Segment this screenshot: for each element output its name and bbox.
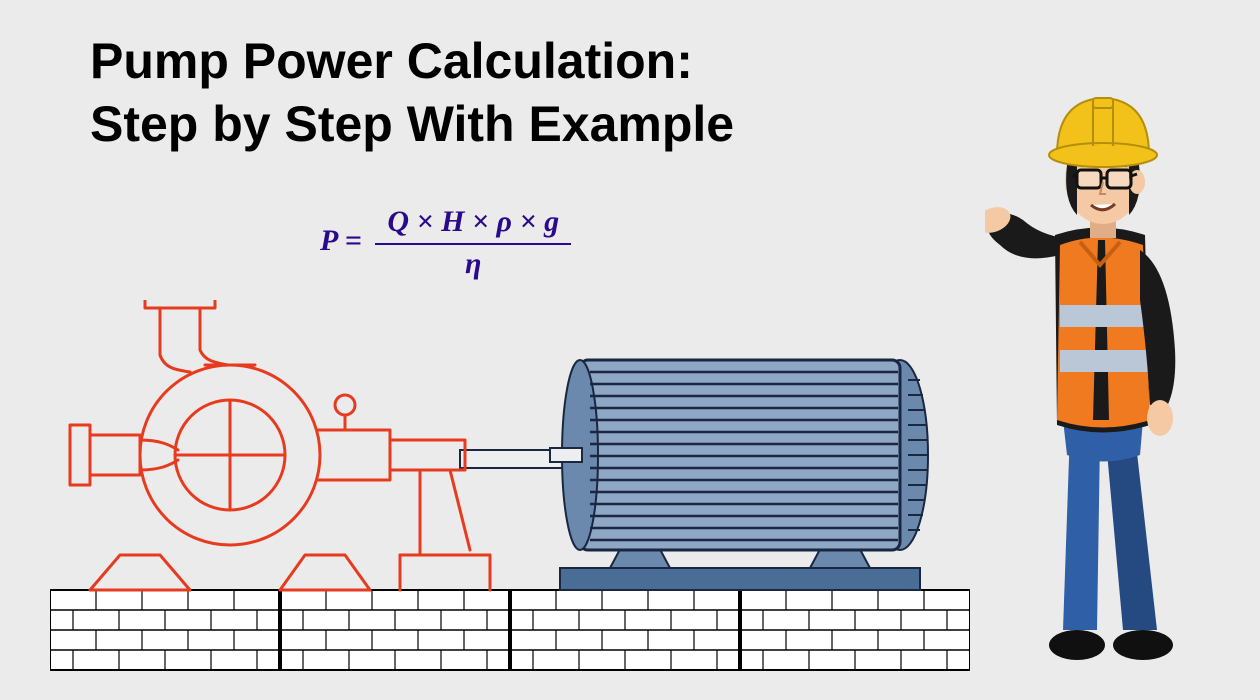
power-formula: P = Q × H × ρ × g η xyxy=(320,205,571,281)
formula-denominator: η xyxy=(375,245,571,281)
electric-motor xyxy=(550,360,928,590)
centrifugal-pump xyxy=(70,300,490,590)
formula-fraction: Q × H × ρ × g η xyxy=(375,205,571,281)
engineer-character xyxy=(985,70,1210,680)
formula-eq: = xyxy=(345,224,370,257)
formula-numerator: Q × H × ρ × g xyxy=(375,205,571,245)
title-line-1: Pump Power Calculation: xyxy=(90,30,734,93)
engineer-vest xyxy=(1057,238,1150,428)
title-line-2: Step by Step With Example xyxy=(90,93,734,156)
engineer-left-arm xyxy=(985,203,1065,259)
engineer-legs xyxy=(1049,413,1173,661)
page-title: Pump Power Calculation: Step by Step Wit… xyxy=(90,30,734,155)
hardhat-icon xyxy=(1049,98,1157,167)
formula-lhs: P xyxy=(320,224,337,257)
brick-foundation xyxy=(50,590,970,670)
pump-motor-diagram xyxy=(50,300,970,680)
